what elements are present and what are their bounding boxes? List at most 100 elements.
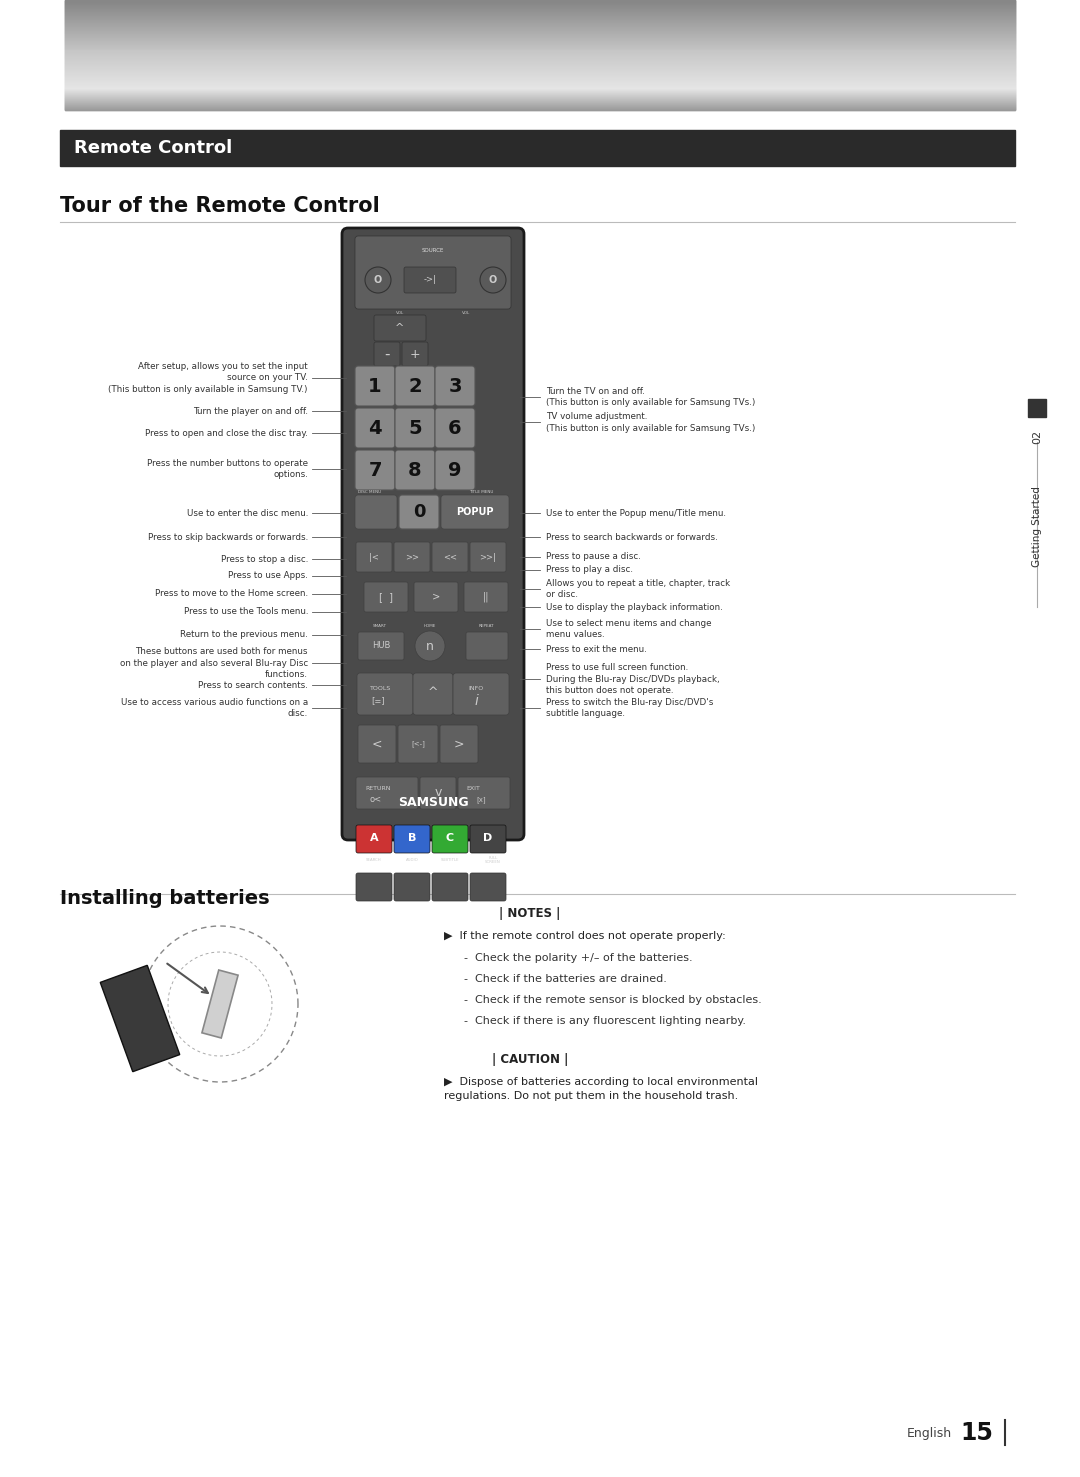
FancyBboxPatch shape bbox=[394, 873, 430, 901]
FancyBboxPatch shape bbox=[453, 674, 509, 715]
Text: ^: ^ bbox=[395, 323, 405, 332]
FancyBboxPatch shape bbox=[394, 826, 430, 854]
FancyBboxPatch shape bbox=[355, 366, 395, 406]
Text: 5: 5 bbox=[408, 418, 422, 437]
Text: C: C bbox=[446, 833, 454, 843]
Text: SEARCH: SEARCH bbox=[366, 858, 382, 863]
Text: RETURN: RETURN bbox=[365, 786, 391, 792]
Text: -  Check if there is any fluorescent lighting nearby.: - Check if there is any fluorescent ligh… bbox=[464, 1016, 746, 1027]
FancyBboxPatch shape bbox=[356, 873, 392, 901]
FancyBboxPatch shape bbox=[394, 542, 430, 572]
FancyBboxPatch shape bbox=[374, 315, 426, 341]
Text: Allows you to repeat a title, chapter, track
or disc.: Allows you to repeat a title, chapter, t… bbox=[546, 579, 730, 600]
Text: Press to use the Tools menu.: Press to use the Tools menu. bbox=[184, 607, 308, 616]
Text: TV volume adjustment.
(This button is only available for Samsung TVs.): TV volume adjustment. (This button is on… bbox=[546, 412, 755, 433]
FancyBboxPatch shape bbox=[399, 725, 438, 764]
FancyBboxPatch shape bbox=[395, 366, 435, 406]
Text: TOOLS: TOOLS bbox=[370, 685, 391, 691]
Text: [  ]: [ ] bbox=[379, 592, 393, 603]
Text: >: > bbox=[429, 592, 443, 603]
Text: Press to stop a disc.: Press to stop a disc. bbox=[220, 555, 308, 564]
Text: TITLE MENU: TITLE MENU bbox=[469, 490, 494, 493]
FancyBboxPatch shape bbox=[414, 582, 458, 611]
FancyBboxPatch shape bbox=[355, 408, 395, 448]
Text: 15: 15 bbox=[960, 1421, 993, 1445]
Text: i: i bbox=[474, 694, 478, 707]
FancyBboxPatch shape bbox=[470, 542, 507, 572]
Text: >: > bbox=[454, 737, 464, 750]
FancyBboxPatch shape bbox=[413, 674, 453, 715]
Text: 2: 2 bbox=[408, 377, 422, 396]
Text: 0: 0 bbox=[413, 504, 426, 521]
FancyBboxPatch shape bbox=[404, 267, 456, 292]
Text: Press to search backwards or forwards.: Press to search backwards or forwards. bbox=[546, 533, 718, 542]
Text: >>: >> bbox=[405, 552, 419, 561]
Text: O: O bbox=[374, 275, 382, 285]
FancyBboxPatch shape bbox=[470, 873, 507, 901]
Text: Turn the player on and off.: Turn the player on and off. bbox=[193, 406, 308, 415]
Text: SAMSUNG TV: SAMSUNG TV bbox=[417, 377, 449, 381]
Text: Tour of the Remote Control: Tour of the Remote Control bbox=[60, 196, 380, 216]
Text: v: v bbox=[434, 786, 442, 799]
Text: 02: 02 bbox=[1032, 430, 1042, 445]
Text: 3: 3 bbox=[448, 377, 462, 396]
Text: INFO: INFO bbox=[468, 685, 483, 691]
Text: 7: 7 bbox=[368, 461, 381, 480]
FancyBboxPatch shape bbox=[355, 236, 511, 309]
FancyBboxPatch shape bbox=[435, 450, 475, 490]
Text: | CAUTION |: | CAUTION | bbox=[491, 1053, 568, 1066]
Text: Turn the TV on and off.
(This button is only available for Samsung TVs.): Turn the TV on and off. (This button is … bbox=[546, 387, 755, 408]
Text: 9: 9 bbox=[448, 461, 462, 480]
Text: >>|: >>| bbox=[480, 552, 497, 561]
Text: VOL: VOL bbox=[396, 312, 404, 315]
Text: | NOTES |: | NOTES | bbox=[499, 907, 561, 920]
Text: POPUP: POPUP bbox=[456, 507, 494, 517]
Text: SAMSUNG: SAMSUNG bbox=[397, 796, 469, 808]
Text: Press to switch the Blu-ray Disc/DVD's
subtitle language.: Press to switch the Blu-ray Disc/DVD's s… bbox=[546, 697, 714, 718]
FancyBboxPatch shape bbox=[395, 408, 435, 448]
FancyBboxPatch shape bbox=[374, 343, 400, 366]
Text: <: < bbox=[372, 737, 382, 750]
Text: Press to open and close the disc tray.: Press to open and close the disc tray. bbox=[145, 428, 308, 437]
Bar bbox=[60, 130, 1015, 165]
FancyBboxPatch shape bbox=[357, 674, 413, 715]
Text: B: B bbox=[408, 833, 416, 843]
Text: 6: 6 bbox=[448, 418, 462, 437]
Text: These buttons are used both for menus
on the player and also several Blu-ray Dis: These buttons are used both for menus on… bbox=[120, 647, 308, 679]
Text: -  Check if the remote sensor is blocked by obstacles.: - Check if the remote sensor is blocked … bbox=[464, 995, 761, 1004]
Text: O: O bbox=[489, 275, 497, 285]
Text: ^: ^ bbox=[428, 685, 438, 699]
FancyBboxPatch shape bbox=[357, 725, 396, 764]
Text: Use to display the playback information.: Use to display the playback information. bbox=[546, 603, 723, 611]
Polygon shape bbox=[202, 970, 238, 1038]
Circle shape bbox=[415, 631, 445, 662]
Text: Press to search contents.: Press to search contents. bbox=[198, 681, 308, 690]
Text: Press to skip backwards or forwards.: Press to skip backwards or forwards. bbox=[148, 533, 308, 542]
Text: SMART: SMART bbox=[373, 623, 387, 628]
Text: [=]: [=] bbox=[372, 697, 384, 706]
Text: EXIT: EXIT bbox=[465, 786, 480, 792]
Text: A: A bbox=[369, 833, 378, 843]
Text: -  Check the polarity +/– of the batteries.: - Check the polarity +/– of the batterie… bbox=[464, 953, 692, 963]
Text: ||: || bbox=[483, 592, 489, 603]
FancyBboxPatch shape bbox=[432, 873, 468, 901]
FancyBboxPatch shape bbox=[357, 632, 404, 660]
Text: VOL: VOL bbox=[462, 312, 470, 315]
Text: +: + bbox=[409, 347, 420, 360]
Text: AUDIO: AUDIO bbox=[406, 858, 418, 863]
Text: -: - bbox=[384, 347, 390, 362]
Text: Use to enter the disc menu.: Use to enter the disc menu. bbox=[187, 508, 308, 517]
FancyBboxPatch shape bbox=[465, 632, 508, 660]
Text: Use to access various audio functions on a
disc.: Use to access various audio functions on… bbox=[121, 697, 308, 718]
Text: o<: o< bbox=[370, 796, 382, 805]
Text: ▶  If the remote control does not operate properly:: ▶ If the remote control does not operate… bbox=[444, 931, 726, 941]
Text: |<: |< bbox=[369, 552, 379, 561]
Polygon shape bbox=[100, 966, 179, 1072]
FancyBboxPatch shape bbox=[435, 366, 475, 406]
FancyBboxPatch shape bbox=[432, 826, 468, 854]
FancyBboxPatch shape bbox=[356, 777, 418, 809]
Text: Use to enter the Popup menu/Title menu.: Use to enter the Popup menu/Title menu. bbox=[546, 508, 726, 517]
Text: <<: << bbox=[443, 552, 457, 561]
Text: DISC MENU: DISC MENU bbox=[359, 490, 381, 493]
FancyBboxPatch shape bbox=[356, 542, 392, 572]
